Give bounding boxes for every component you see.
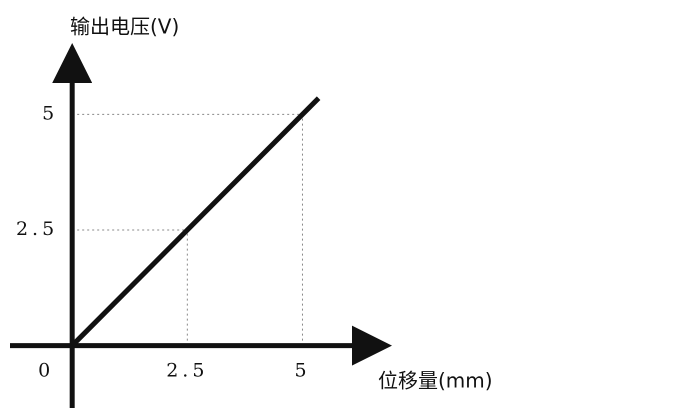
y-tick-label: 2.5	[16, 218, 58, 240]
y-tick-label: 5	[42, 102, 58, 124]
x-tick-label: 5	[294, 360, 310, 382]
data-line	[70, 96, 321, 348]
x-tick-label: 0	[38, 360, 54, 382]
x-tick-label: 2.5	[166, 360, 208, 382]
y-axis-title: 输出电压(V)	[70, 15, 179, 39]
x-axis-title: 位移量(mm)	[378, 369, 493, 393]
